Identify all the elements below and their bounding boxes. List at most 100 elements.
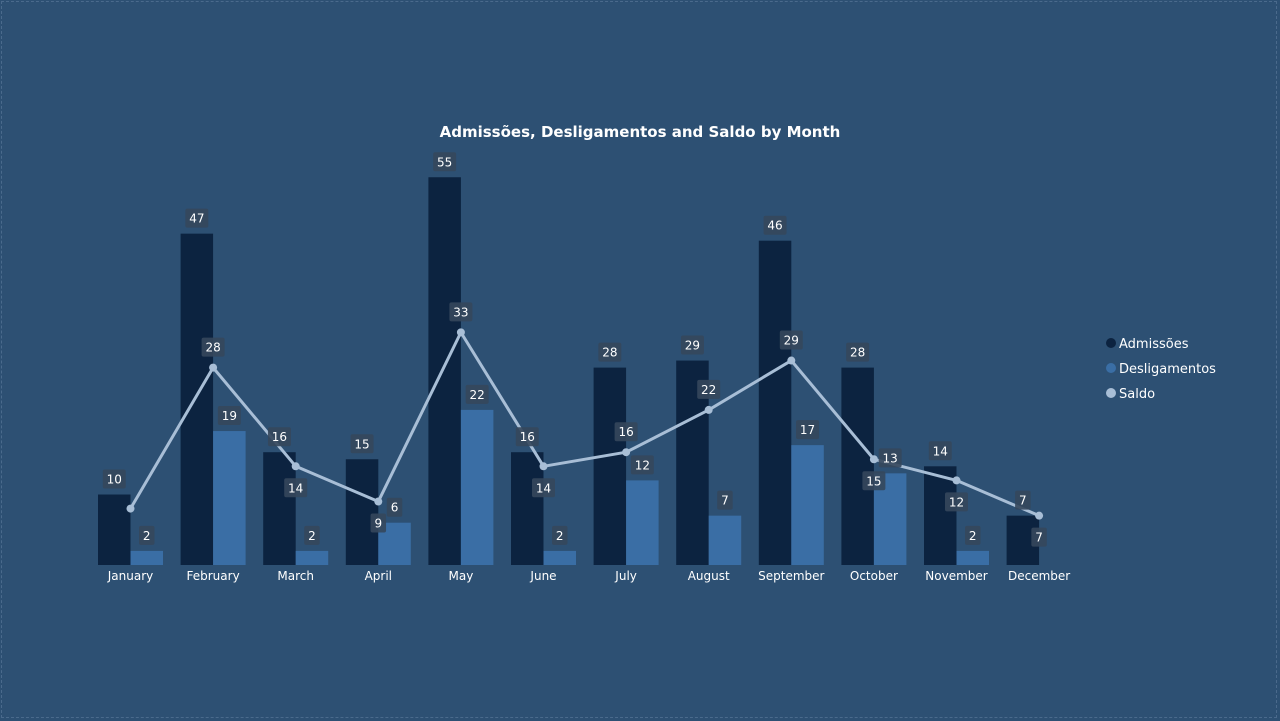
label-desligamentos-march: 2	[308, 529, 316, 543]
data-labels-layer: 1024719281621415695522331621428121629722…	[102, 152, 1047, 547]
label-desligamentos-may-bg	[465, 384, 489, 404]
bar-admissoes-may[interactable]	[428, 177, 461, 565]
label-desligamentos-november-bg	[965, 525, 981, 545]
label-desligamentos-june: 2	[556, 529, 564, 543]
legend-label-admiss-es[interactable]: Admissões	[1119, 337, 1189, 352]
x-tick-july: July	[614, 569, 637, 583]
bar-admissoes-october[interactable]	[841, 367, 874, 565]
bar-desligamentos-june[interactable]	[543, 550, 577, 565]
legend: Admissões Desligamentos Saldo	[1106, 337, 1216, 402]
label-desligamentos-september-bg	[796, 420, 820, 440]
label-desligamentos-march-bg	[304, 525, 320, 545]
point-saldo-july[interactable]	[622, 448, 631, 457]
point-saldo-february[interactable]	[209, 363, 218, 372]
label-saldo-february-bg	[201, 337, 225, 357]
label-admissoes-august: 29	[685, 339, 700, 353]
label-saldo-april-bg	[370, 513, 387, 533]
point-saldo-december[interactable]	[1035, 511, 1044, 520]
label-admissoes-july-bg	[598, 342, 622, 362]
point-saldo-november[interactable]	[952, 476, 961, 485]
bar-admissoes-november[interactable]	[924, 466, 957, 565]
label-admissoes-july: 28	[602, 346, 617, 360]
label-admissoes-november-bg	[928, 441, 952, 461]
x-tick-february: February	[187, 569, 240, 583]
bar-desligamentos-august[interactable]	[708, 515, 742, 565]
label-saldo-october: 15	[866, 474, 881, 488]
bar-desligamentos-september[interactable]	[791, 445, 824, 565]
label-saldo-may: 33	[453, 305, 468, 319]
bar-admissoes-february[interactable]	[180, 233, 214, 565]
label-saldo-july-bg	[614, 422, 638, 442]
legend-label-desligamentos[interactable]: Desligamentos	[1119, 362, 1216, 377]
x-tick-september: September	[758, 569, 824, 583]
legend-marker-saldo	[1106, 388, 1116, 398]
label-saldo-november: 12	[949, 495, 964, 509]
bar-desligamentos-march[interactable]	[295, 550, 329, 565]
bar-admissoes-april[interactable]	[345, 459, 379, 565]
legend-label-saldo[interactable]: Saldo	[1119, 387, 1155, 402]
label-admissoes-june-bg	[515, 427, 539, 447]
label-admissoes-february: 47	[189, 212, 204, 226]
label-desligamentos-october-bg	[878, 448, 902, 468]
label-desligamentos-april: 6	[391, 501, 399, 515]
bar-desligamentos-july[interactable]	[626, 480, 659, 565]
point-saldo-october[interactable]	[869, 455, 878, 464]
label-admissoes-september-bg	[763, 215, 787, 235]
point-saldo-april[interactable]	[374, 497, 383, 506]
label-desligamentos-september: 17	[800, 423, 815, 437]
bar-desligamentos-january[interactable]	[130, 550, 164, 565]
bar-admissoes-january[interactable]	[98, 494, 131, 566]
bar-desligamentos-may[interactable]	[460, 409, 494, 565]
legend-marker-desligamentos	[1106, 363, 1116, 373]
label-saldo-august: 22	[701, 383, 716, 397]
bar-admissoes-march[interactable]	[263, 452, 296, 565]
label-saldo-december: 7	[1035, 531, 1043, 545]
chart-title: Admissões, Desligamentos and Saldo by Mo…	[440, 123, 841, 141]
label-saldo-february: 28	[205, 341, 220, 355]
label-admissoes-december: 7	[1019, 494, 1027, 508]
bars-layer	[98, 177, 1040, 566]
point-saldo-january[interactable]	[126, 504, 135, 513]
label-admissoes-april-bg	[350, 434, 374, 454]
x-tick-august: August	[688, 569, 730, 583]
label-admissoes-april: 15	[354, 437, 369, 451]
label-desligamentos-july-bg	[630, 455, 654, 475]
label-saldo-june-bg	[532, 478, 555, 498]
label-admissoes-february-bg	[185, 208, 209, 228]
point-saldo-june[interactable]	[539, 462, 548, 471]
x-tick-march: March	[277, 569, 314, 583]
point-saldo-march[interactable]	[291, 462, 300, 471]
bar-admissoes-september[interactable]	[758, 240, 792, 565]
label-saldo-november-bg	[945, 492, 968, 512]
label-desligamentos-june-bg	[552, 525, 568, 545]
label-admissoes-october: 28	[850, 346, 865, 360]
x-axis: January February March April May June July Augu…	[107, 569, 1071, 583]
label-desligamentos-april-bg	[386, 497, 403, 517]
label-saldo-september-bg	[779, 330, 803, 350]
point-saldo-may[interactable]	[456, 328, 465, 337]
label-desligamentos-november: 2	[969, 529, 977, 543]
label-saldo-september: 29	[784, 334, 799, 348]
label-desligamentos-february-bg	[217, 406, 241, 426]
label-admissoes-march: 16	[272, 430, 287, 444]
label-desligamentos-august: 7	[721, 494, 729, 508]
x-tick-may: May	[448, 569, 473, 583]
bar-admissoes-june[interactable]	[511, 452, 544, 565]
x-tick-october: October	[850, 569, 898, 583]
label-admissoes-october-bg	[846, 342, 870, 362]
label-desligamentos-january: 2	[143, 529, 151, 543]
bar-desligamentos-november[interactable]	[956, 550, 990, 565]
label-saldo-march-bg	[284, 478, 308, 498]
label-admissoes-august-bg	[680, 335, 704, 355]
label-admissoes-november: 14	[933, 444, 948, 458]
label-desligamentos-october: 13	[883, 451, 898, 465]
x-tick-december: December	[1008, 569, 1070, 583]
bar-admissoes-july[interactable]	[593, 367, 627, 565]
bar-desligamentos-february[interactable]	[213, 431, 246, 565]
x-tick-january: January	[107, 569, 154, 583]
label-admissoes-march-bg	[267, 427, 291, 447]
point-saldo-august[interactable]	[704, 405, 713, 414]
label-desligamentos-july: 12	[635, 458, 650, 472]
point-saldo-september[interactable]	[787, 356, 796, 365]
